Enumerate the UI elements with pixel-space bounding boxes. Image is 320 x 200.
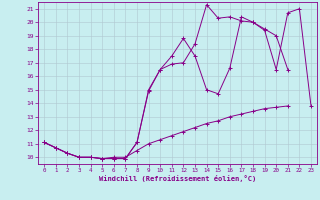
X-axis label: Windchill (Refroidissement éolien,°C): Windchill (Refroidissement éolien,°C) [99,175,256,182]
